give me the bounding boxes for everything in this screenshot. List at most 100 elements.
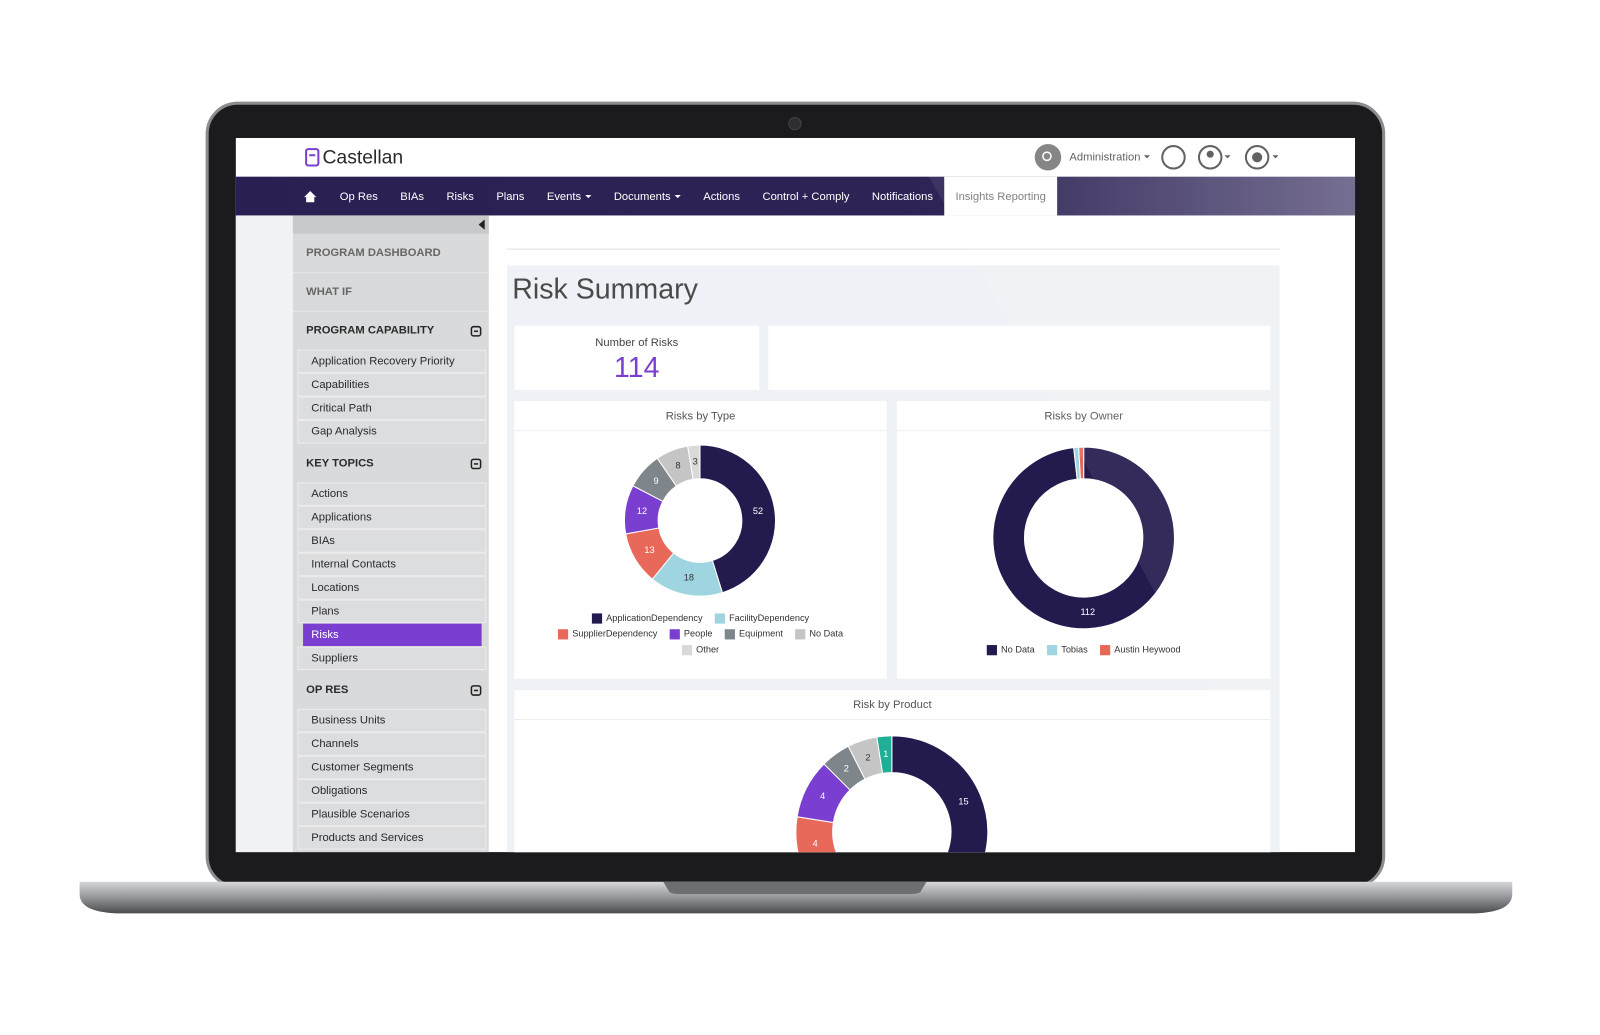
nav-item[interactable]: Risks bbox=[446, 191, 474, 203]
nav: Op Res BIAs Risks Plans Events Documents Actio… bbox=[340, 176, 1058, 216]
sidebar-item[interactable]: Obligations bbox=[311, 785, 368, 797]
kpi-label: Number of Risks bbox=[595, 337, 678, 349]
sidebar-item-bg bbox=[297, 779, 487, 803]
sidebar-menu: PROGRAM DASHBOARD WHAT IF PROGRAM CAPABILI… bbox=[292, 247, 489, 850]
user-menu[interactable]: Administration bbox=[1069, 151, 1140, 163]
home-button[interactable] bbox=[304, 190, 317, 203]
search-button[interactable] bbox=[1034, 144, 1062, 171]
help-icon bbox=[1252, 152, 1263, 163]
legend-swatch bbox=[795, 629, 806, 640]
legend-label: People bbox=[684, 629, 713, 639]
sidebar-item-bg bbox=[297, 349, 487, 374]
sidebar-item[interactable]: Plausible Scenarios bbox=[311, 808, 410, 820]
legend-swatch bbox=[681, 645, 693, 656]
sidebar-section[interactable]: PROGRAM DASHBOARD bbox=[306, 247, 441, 259]
legend-label: ApplicationDependency bbox=[606, 613, 703, 623]
caret bbox=[674, 195, 681, 199]
nav-item[interactable]: Documents bbox=[614, 191, 671, 203]
logo-icon bbox=[305, 148, 320, 167]
sidebar-item[interactable]: Business Units bbox=[311, 715, 386, 727]
legend-label: Austin Heywood bbox=[1114, 645, 1180, 655]
sidebar-section[interactable]: PROGRAM CAPABILITY bbox=[306, 325, 435, 337]
nav-bar bbox=[235, 176, 1356, 216]
logo[interactable]: Castellan bbox=[322, 146, 403, 168]
legend-label: Other bbox=[696, 645, 719, 655]
nav-item[interactable]: Op Res bbox=[340, 191, 378, 203]
legend-swatch bbox=[1100, 645, 1111, 656]
sidebar-item[interactable]: Critical Path bbox=[311, 402, 371, 414]
sidebar-item[interactable]: Actions bbox=[311, 488, 348, 500]
caret bbox=[585, 195, 592, 199]
sidebar-item[interactable]: Locations bbox=[311, 582, 359, 594]
slice-label: 2 bbox=[844, 763, 849, 773]
chart-title: Risks by Type bbox=[666, 410, 736, 422]
slice-label: 9 bbox=[653, 476, 658, 486]
slice-label: 2 bbox=[865, 752, 870, 762]
sidebar-item-bg bbox=[297, 826, 487, 850]
legend-label: SupplierDependency bbox=[572, 629, 658, 639]
sidebar-item[interactable]: Application Recovery Priority bbox=[311, 355, 455, 367]
sidebar-item-bg bbox=[297, 373, 487, 397]
nav-item[interactable]: Control + Comply bbox=[762, 191, 849, 203]
sidebar-item[interactable]: Internal Contacts bbox=[311, 558, 396, 570]
sidebar-item-bg bbox=[297, 708, 487, 733]
sidebar-section[interactable]: WHAT IF bbox=[306, 286, 352, 298]
sidebar-toolbar bbox=[292, 215, 489, 234]
slice-label: 4 bbox=[820, 791, 825, 801]
legend-label: Tobias bbox=[1061, 645, 1088, 655]
empty-card bbox=[768, 325, 1271, 390]
collapse-icon[interactable] bbox=[470, 458, 482, 470]
sidebar-item[interactable]: Applications bbox=[311, 511, 372, 523]
slice-label: 12 bbox=[637, 506, 647, 516]
legend-label: No Data bbox=[1001, 645, 1036, 655]
sidebar-item-active bbox=[303, 623, 482, 647]
sidebar-item-bg bbox=[297, 599, 487, 624]
sidebar-section[interactable]: KEY TOPICS bbox=[306, 457, 374, 469]
sidebar-item[interactable]: Plans bbox=[311, 605, 339, 617]
sidebar-item[interactable]: Risks bbox=[311, 629, 339, 641]
sidebar-item-bg bbox=[297, 755, 487, 780]
sidebar-item-bg bbox=[297, 396, 487, 421]
chart-title: Risks by Owner bbox=[1044, 410, 1123, 422]
search-icon bbox=[1042, 151, 1052, 162]
sidebar-item[interactable]: Capabilities bbox=[311, 379, 369, 391]
collapse-button[interactable] bbox=[478, 219, 485, 230]
sidebar-item[interactable]: BIAs bbox=[311, 535, 335, 547]
sidebar-item[interactable]: Channels bbox=[311, 738, 359, 750]
pie-slice bbox=[876, 735, 893, 774]
legend-swatch bbox=[986, 645, 997, 656]
legend-swatch bbox=[669, 629, 680, 640]
nav-item[interactable]: Plans bbox=[496, 191, 524, 203]
help-button[interactable] bbox=[1244, 145, 1270, 170]
sidebar-item-bg bbox=[297, 420, 487, 444]
slice-label: 18 bbox=[684, 573, 694, 583]
legend-swatch bbox=[591, 613, 603, 624]
kpi-value: 114 bbox=[614, 352, 660, 384]
page-title: Risk Summary bbox=[512, 274, 698, 306]
nav-item[interactable]: BIAs bbox=[400, 191, 424, 203]
nav-item[interactable]: Actions bbox=[703, 191, 740, 203]
collapse-icon[interactable] bbox=[470, 325, 482, 337]
profile-button[interactable] bbox=[1197, 145, 1223, 170]
caret bbox=[1143, 155, 1150, 159]
sidebar-item-bg bbox=[297, 505, 487, 530]
sidebar-item[interactable]: Suppliers bbox=[311, 652, 358, 664]
slice-label: 13 bbox=[644, 545, 654, 555]
edit-button[interactable] bbox=[1161, 145, 1186, 170]
nav-item[interactable]: Notifications bbox=[872, 191, 933, 203]
kpi-card bbox=[514, 325, 760, 390]
slice-label: 112 bbox=[1080, 607, 1095, 617]
nav-item[interactable]: Events bbox=[547, 191, 582, 203]
nav-item[interactable]: Insights Reporting bbox=[955, 191, 1045, 203]
legend-label: FacilityDependency bbox=[729, 613, 809, 623]
sidebar-item[interactable]: Customer Segments bbox=[311, 761, 414, 773]
pie-slice bbox=[687, 444, 701, 480]
sidebar-item[interactable]: Gap Analysis bbox=[311, 426, 377, 438]
sidebar-item[interactable]: Products and Services bbox=[311, 832, 424, 844]
slice-label: 3 bbox=[693, 457, 698, 467]
collapse-icon[interactable] bbox=[470, 685, 482, 696]
sidebar-section[interactable]: OP RES bbox=[306, 684, 349, 696]
sidebar-item-bg bbox=[297, 552, 487, 577]
laptop-notch bbox=[663, 881, 927, 895]
